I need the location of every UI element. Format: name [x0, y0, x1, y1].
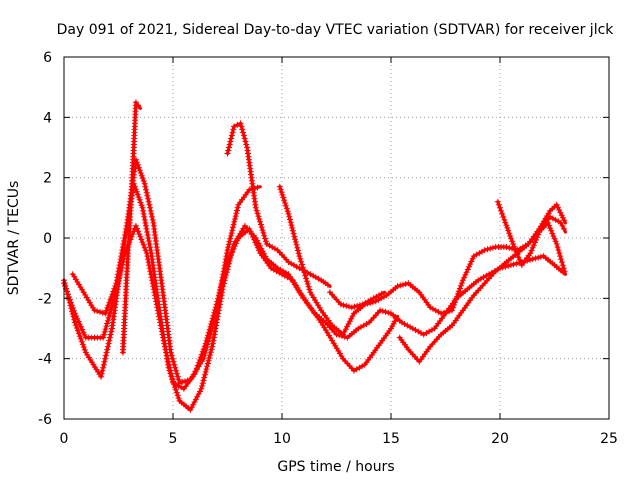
- y-tick-label: 4: [43, 110, 52, 126]
- series-trace-7: [327, 289, 387, 311]
- x-tick-label: 15: [382, 431, 400, 447]
- series-trace-3: [69, 156, 262, 386]
- y-tick-label: -4: [38, 352, 52, 368]
- y-tick-label: -6: [38, 412, 52, 428]
- x-tick-label: 20: [491, 431, 509, 447]
- axis-ticks: 0 5 10 15 20 25 -6 -4 -2 0 2 4 6: [38, 50, 618, 447]
- x-tick-label: 5: [169, 431, 178, 447]
- series-markers: [396, 201, 568, 365]
- data-series: [61, 99, 568, 413]
- x-tick-label: 0: [60, 431, 69, 447]
- series-line: [225, 121, 332, 288]
- x-tick-label: 25: [600, 431, 618, 447]
- y-tick-label: 0: [43, 231, 52, 247]
- series-trace-5: [224, 120, 332, 288]
- chart-title: Day 091 of 2021, Sidereal Day-to-day VTE…: [57, 22, 615, 38]
- series-markers: [327, 289, 385, 311]
- y-tick-label: 2: [43, 171, 52, 187]
- x-tick-label: 10: [273, 431, 291, 447]
- series-trace-8: [396, 201, 568, 365]
- series-trace-4: [119, 99, 142, 356]
- series-trace-9: [494, 198, 568, 276]
- y-tick-label: -2: [38, 291, 52, 307]
- y-axis-label: SDTVAR / TECUs: [6, 181, 22, 296]
- series-markers: [494, 198, 568, 275]
- y-tick-label: 6: [43, 50, 52, 66]
- series-markers: [119, 99, 142, 356]
- series-markers: [224, 120, 331, 288]
- x-axis-label: GPS time / hours: [277, 459, 394, 475]
